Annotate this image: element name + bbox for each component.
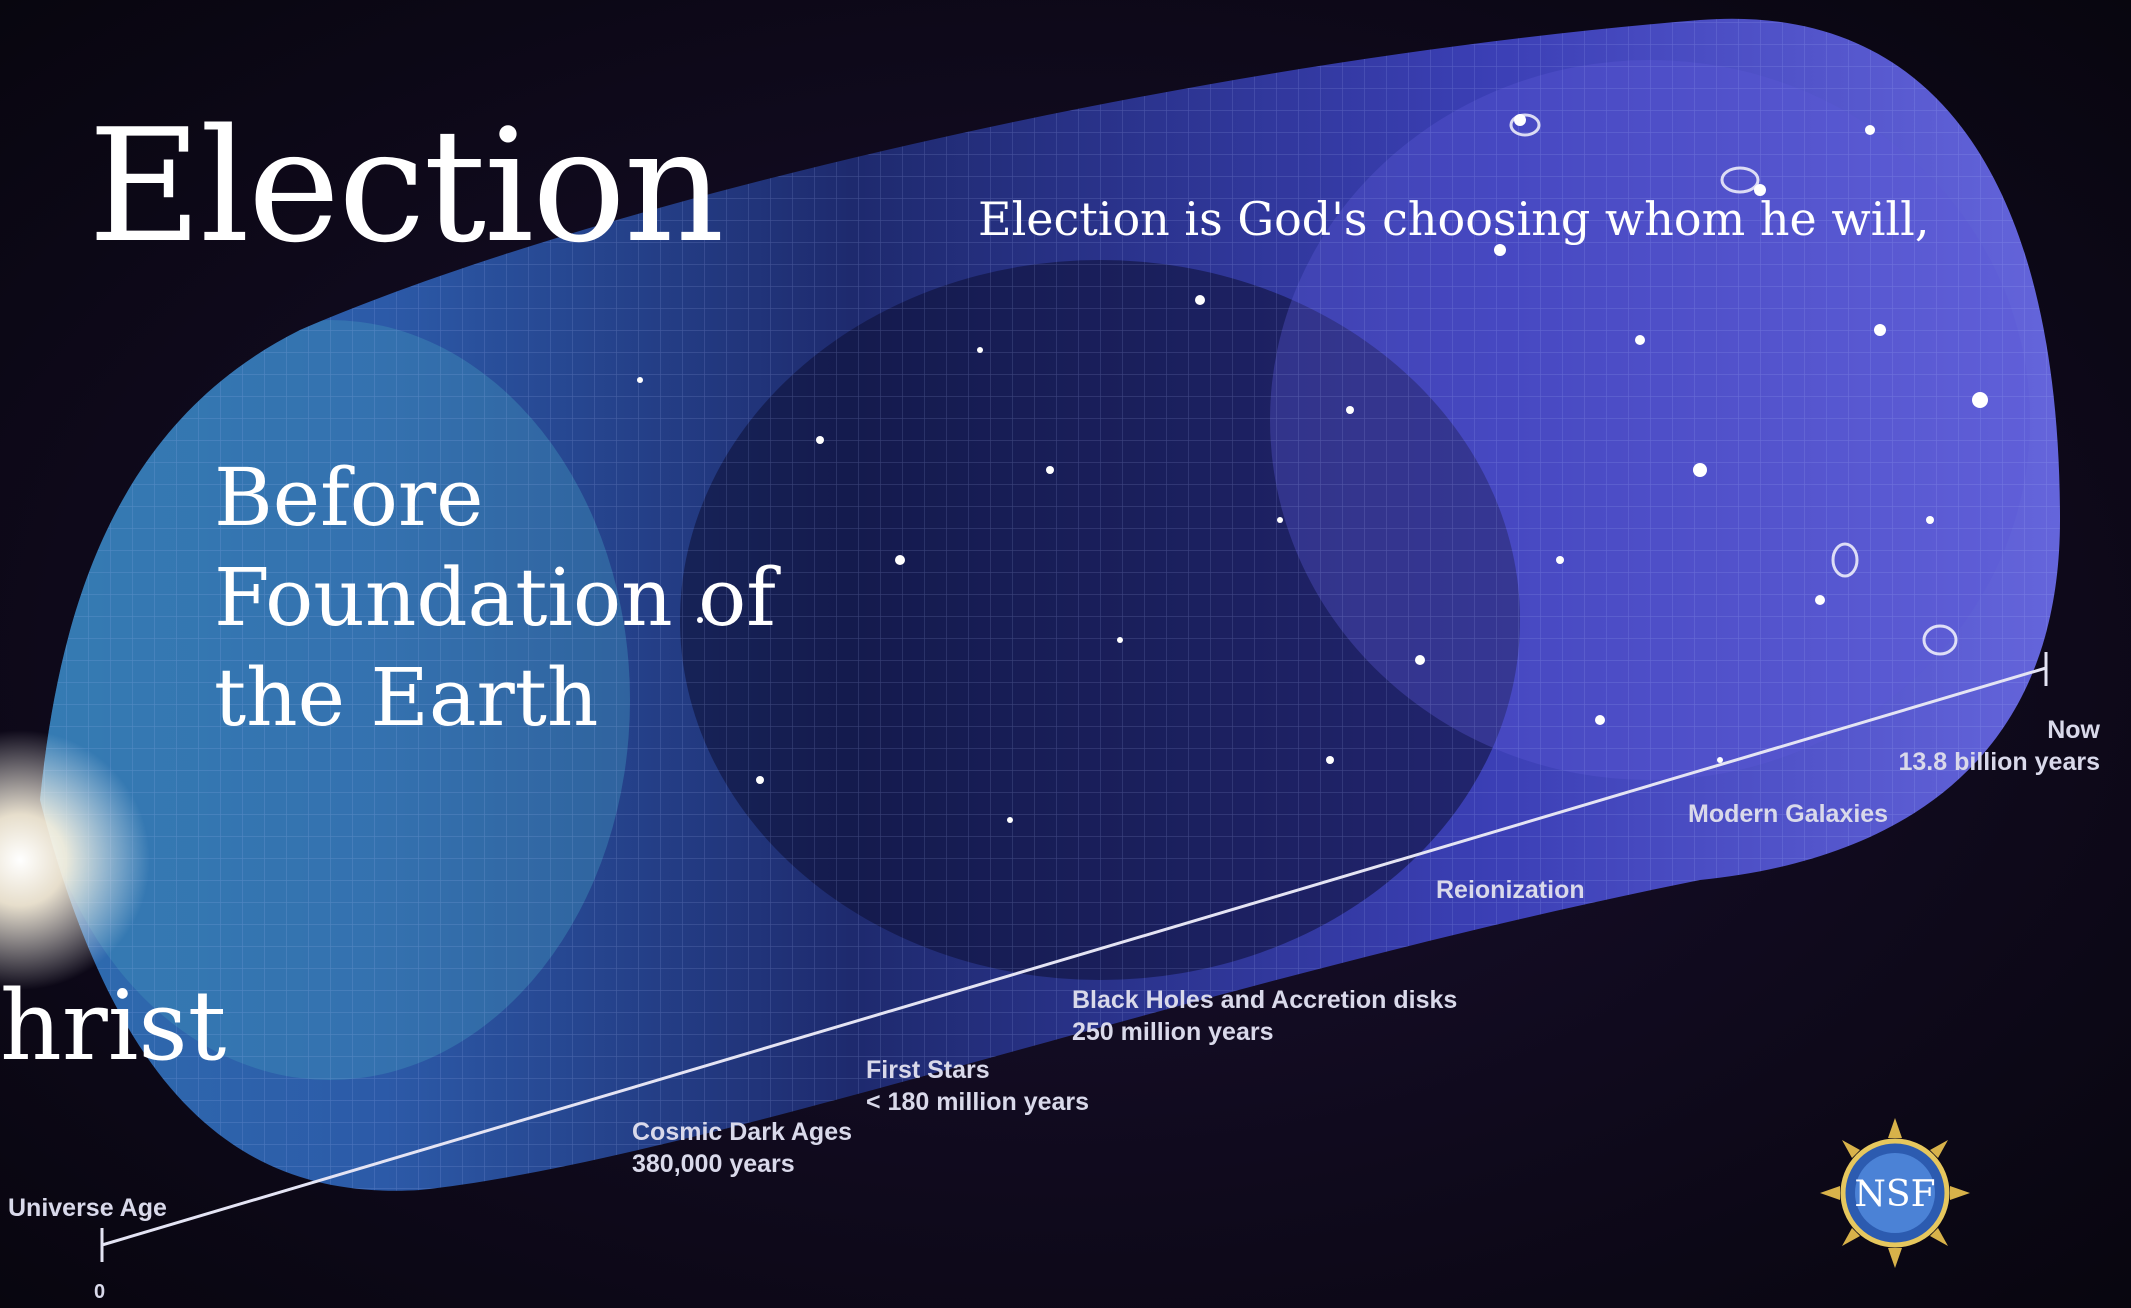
point-line-2: Foundation of [214,551,776,644]
timeline-first-stars: First Stars < 180 million years [866,1054,1089,1118]
timeline-now-age: 13.8 billion years [1898,748,2101,776]
point-line-1: Before [214,451,484,544]
timeline-black-holes-label: Black Holes and Accretion disks [1072,986,1458,1014]
timeline-black-holes-age: 250 million years [1072,1018,1274,1046]
timeline-dark-ages-label: Cosmic Dark Ages [632,1118,852,1146]
timeline-now: Now 13.8 billion years [1850,714,2101,778]
timeline-black-holes: Black Holes and Accretion disks 250 mill… [1072,984,1457,1048]
timeline-dark-ages: Cosmic Dark Ages 380,000 years [632,1116,852,1180]
nsf-logo-text: NSF [1854,1174,1935,1215]
point-line-3: the Earth [214,651,599,744]
timeline-reionization: Reionization [1436,876,1585,904]
timeline-axis-label: Universe Age [8,1194,167,1222]
timeline-modern-galaxies: Modern Galaxies [1688,800,1889,828]
timeline-start: 0 [94,1281,106,1303]
cropped-text-fragment: hrist [0,970,227,1082]
timeline-first-stars-age: < 180 million years [866,1088,1090,1116]
slide-subtitle: Election is God's choosing whom he will, [978,192,1930,246]
timeline-now-label: Now [2047,716,2100,744]
timeline-first-stars-label: First Stars [866,1056,990,1084]
slide-title: Election [88,95,724,277]
nsf-logo: NSF [1820,1118,1970,1268]
point-text: Before Foundation of the Earth [214,448,776,748]
timeline-dark-ages-age: 380,000 years [632,1150,795,1178]
